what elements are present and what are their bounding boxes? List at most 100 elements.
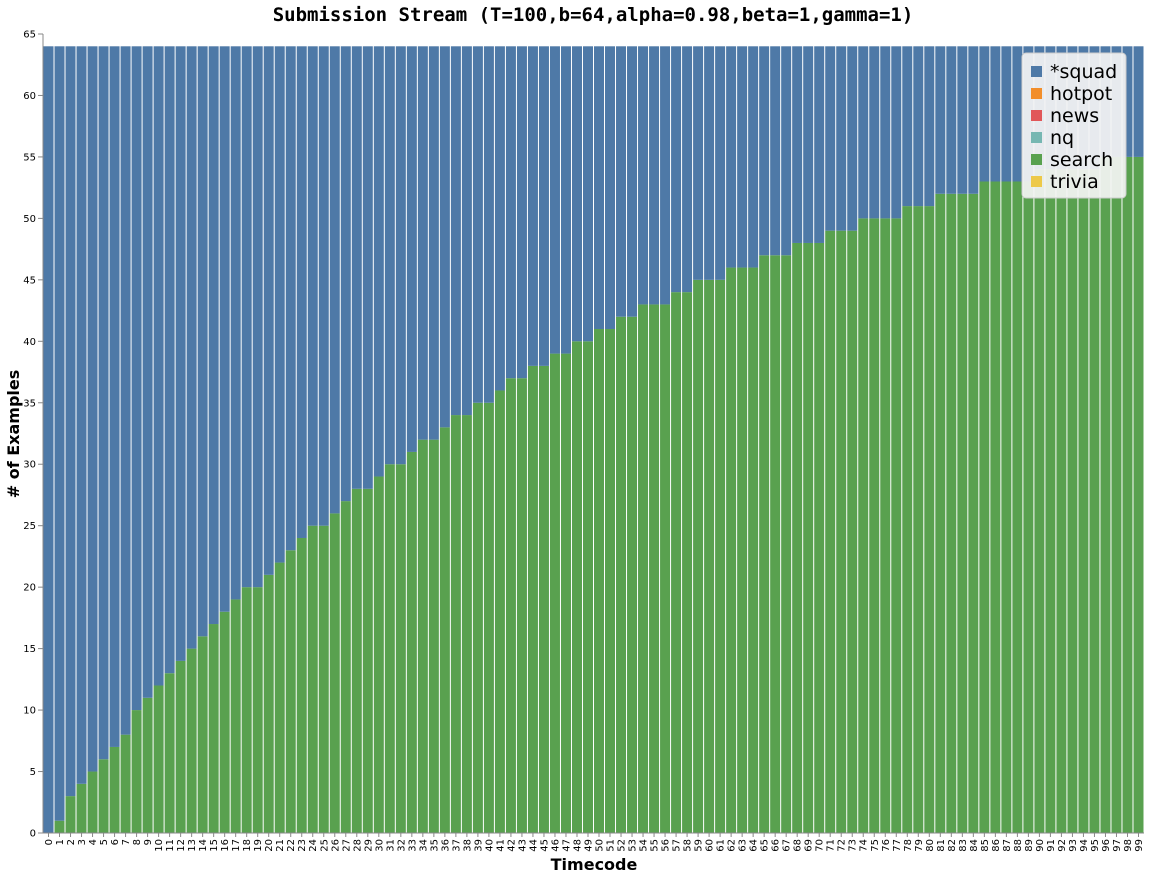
x-tick-label: 84 bbox=[969, 839, 980, 852]
x-tick-label: 87 bbox=[1002, 839, 1013, 852]
x-tick-label: 83 bbox=[958, 839, 969, 852]
y-tick-label: 20 bbox=[23, 583, 36, 594]
bar-search-89 bbox=[1023, 181, 1034, 833]
bar-search-93 bbox=[1067, 169, 1078, 833]
bar-squad-22 bbox=[285, 46, 296, 551]
bar-squad-43 bbox=[516, 46, 527, 379]
x-tick-label: 75 bbox=[870, 839, 881, 852]
x-tick-label: 12 bbox=[176, 839, 187, 852]
bar-squad-62 bbox=[726, 46, 737, 268]
y-axis: 0 5 10 15 20 25 30 35 40 45 50 55 60 65 bbox=[23, 30, 43, 840]
bar-squad-98 bbox=[1122, 46, 1133, 157]
y-tick-label: 60 bbox=[23, 91, 36, 102]
x-tick-label: 80 bbox=[925, 839, 936, 852]
bar-squad-70 bbox=[814, 46, 825, 243]
bars-group bbox=[43, 46, 1144, 834]
x-tick-label: 6 bbox=[110, 839, 121, 845]
bar-search-32 bbox=[395, 464, 406, 833]
bar-squad-28 bbox=[351, 46, 362, 489]
bar-search-27 bbox=[340, 501, 351, 833]
bar-squad-57 bbox=[671, 46, 682, 293]
bar-search-22 bbox=[285, 550, 296, 833]
x-axis: 0 1 2 3 4 5 6 7 8 9 10 11 12 13 14 15 16 17 18 19 20 21 22 23 24… bbox=[44, 833, 1145, 852]
bar-search-47 bbox=[560, 353, 571, 833]
x-tick-label: 64 bbox=[749, 839, 760, 852]
legend-label: nq bbox=[1050, 127, 1074, 149]
x-tick-label: 37 bbox=[451, 839, 462, 852]
bar-squad-7 bbox=[120, 46, 131, 735]
y-axis-title: # of Examples bbox=[4, 370, 23, 499]
bar-search-1 bbox=[54, 820, 65, 833]
bar-search-88 bbox=[1012, 181, 1023, 833]
y-tick-label: 65 bbox=[23, 30, 36, 41]
bar-search-67 bbox=[781, 255, 792, 833]
bar-search-68 bbox=[792, 242, 803, 833]
bar-squad-29 bbox=[362, 46, 373, 489]
bar-search-39 bbox=[472, 402, 483, 833]
bar-search-58 bbox=[682, 292, 693, 834]
bar-squad-66 bbox=[770, 46, 781, 256]
bar-search-65 bbox=[759, 255, 770, 833]
bar-search-78 bbox=[902, 206, 913, 834]
bar-squad-18 bbox=[241, 46, 252, 588]
chart-title: Submission Stream (T=100,b=64,alpha=0.98… bbox=[273, 4, 914, 26]
bar-squad-42 bbox=[505, 46, 516, 379]
y-tick-label: 30 bbox=[23, 460, 36, 471]
bar-squad-10 bbox=[153, 46, 164, 686]
bar-search-34 bbox=[417, 439, 428, 833]
x-tick-label: 67 bbox=[782, 839, 793, 852]
bar-squad-8 bbox=[131, 46, 142, 711]
bar-squad-76 bbox=[880, 46, 891, 219]
bar-squad-20 bbox=[263, 46, 274, 575]
bar-search-2 bbox=[65, 796, 76, 833]
bar-squad-38 bbox=[461, 46, 472, 416]
x-tick-label: 71 bbox=[826, 839, 837, 852]
x-tick-label: 29 bbox=[363, 839, 374, 852]
bar-squad-88 bbox=[1012, 46, 1023, 182]
bar-search-28 bbox=[351, 488, 362, 833]
x-tick-label: 66 bbox=[771, 839, 782, 852]
bar-squad-55 bbox=[649, 46, 660, 305]
bar-squad-85 bbox=[979, 46, 990, 182]
x-tick-label: 8 bbox=[132, 839, 143, 845]
bar-search-53 bbox=[627, 316, 638, 833]
bar-search-84 bbox=[968, 193, 979, 834]
bar-search-61 bbox=[715, 279, 726, 833]
x-tick-label: 5 bbox=[99, 839, 110, 845]
x-tick-label: 28 bbox=[352, 839, 363, 852]
x-tick-label: 49 bbox=[583, 839, 594, 852]
x-tick-label: 55 bbox=[650, 839, 661, 852]
bar-squad-72 bbox=[836, 46, 847, 231]
x-tick-label: 7 bbox=[121, 839, 132, 845]
x-tick-label: 62 bbox=[727, 839, 738, 852]
bar-search-77 bbox=[891, 218, 902, 833]
x-tick-label: 32 bbox=[396, 839, 407, 852]
x-tick-label: 88 bbox=[1013, 839, 1024, 852]
x-tick-label: 59 bbox=[694, 839, 705, 852]
bar-squad-56 bbox=[660, 46, 671, 305]
x-tick-label: 18 bbox=[242, 839, 253, 852]
x-tick-label: 57 bbox=[672, 839, 683, 852]
x-tick-label: 39 bbox=[473, 839, 484, 852]
x-tick-label: 96 bbox=[1101, 839, 1112, 852]
bar-squad-61 bbox=[715, 46, 726, 280]
x-tick-label: 77 bbox=[892, 839, 903, 852]
legend-label: trivia bbox=[1050, 171, 1099, 193]
x-tick-label: 56 bbox=[661, 839, 672, 852]
bar-squad-1 bbox=[54, 46, 65, 821]
bar-squad-65 bbox=[759, 46, 770, 256]
x-tick-label: 20 bbox=[264, 839, 275, 852]
bar-squad-26 bbox=[329, 46, 340, 514]
bar-search-76 bbox=[880, 218, 891, 833]
y-tick-label: 25 bbox=[23, 521, 36, 532]
bar-squad-51 bbox=[605, 46, 616, 330]
x-tick-label: 34 bbox=[418, 839, 429, 852]
bar-search-96 bbox=[1100, 156, 1111, 833]
bar-squad-23 bbox=[296, 46, 307, 538]
bar-squad-60 bbox=[704, 46, 715, 280]
x-tick-label: 33 bbox=[407, 839, 418, 852]
bar-search-25 bbox=[318, 525, 329, 833]
bar-squad-80 bbox=[924, 46, 935, 207]
x-tick-label: 44 bbox=[528, 839, 539, 852]
